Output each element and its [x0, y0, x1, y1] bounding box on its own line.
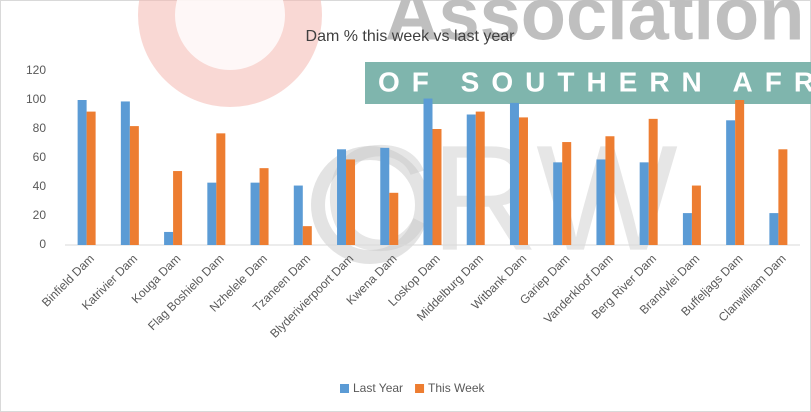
- bar: [259, 168, 269, 245]
- bar: [337, 149, 347, 245]
- watermark-subtitle: OF SOUTHERN AFRICA: [378, 66, 811, 97]
- watermark-logo: CRW: [322, 114, 678, 282]
- bar: [120, 101, 130, 245]
- bar: [250, 182, 260, 245]
- bar: [605, 136, 615, 245]
- bar: [423, 98, 433, 245]
- bar: [466, 114, 476, 245]
- bar: [475, 111, 485, 245]
- bar: [639, 162, 649, 245]
- bar: [432, 129, 442, 245]
- bar: [562, 142, 572, 245]
- y-tick-label: 60: [33, 150, 47, 164]
- bar: [389, 192, 399, 245]
- legend: Last Year This Week: [340, 381, 486, 395]
- bar: [735, 100, 745, 245]
- legend-label: Last Year: [353, 381, 403, 395]
- bar: [769, 213, 779, 245]
- bar: [726, 120, 736, 245]
- legend-swatch: [340, 384, 349, 393]
- bar: [77, 100, 87, 245]
- watermark-title: Association: [385, 0, 804, 56]
- bar: [293, 185, 303, 245]
- bar: [509, 102, 519, 246]
- bar: [380, 147, 390, 245]
- y-tick-label: 100: [26, 92, 46, 106]
- bar: [518, 117, 528, 245]
- bar: [216, 133, 226, 245]
- watermark-banner: [365, 62, 811, 104]
- chart-title: Dam % this week vs last year: [306, 28, 516, 45]
- bar: [682, 213, 692, 245]
- bar: [691, 185, 701, 245]
- bar: [86, 111, 96, 245]
- bar: [596, 159, 606, 245]
- watermark-logo-ring: [311, 146, 429, 264]
- legend-label: This Week: [428, 381, 485, 395]
- y-tick-label: 20: [33, 208, 47, 222]
- bar: [778, 149, 788, 245]
- watermark-circle-inner: [175, 0, 285, 70]
- bar: [648, 118, 658, 245]
- bar: [129, 126, 139, 245]
- bar: [207, 182, 217, 245]
- y-tick-label: 40: [33, 179, 47, 193]
- y-tick-label: 80: [33, 121, 47, 135]
- bar: [164, 231, 174, 245]
- bar: [302, 226, 312, 245]
- bar: [553, 162, 563, 245]
- y-tick-label: 120: [26, 63, 46, 77]
- bar: [346, 159, 356, 245]
- y-tick-label: 0: [39, 237, 46, 251]
- bar: [173, 171, 183, 245]
- legend-swatch: [415, 384, 425, 393]
